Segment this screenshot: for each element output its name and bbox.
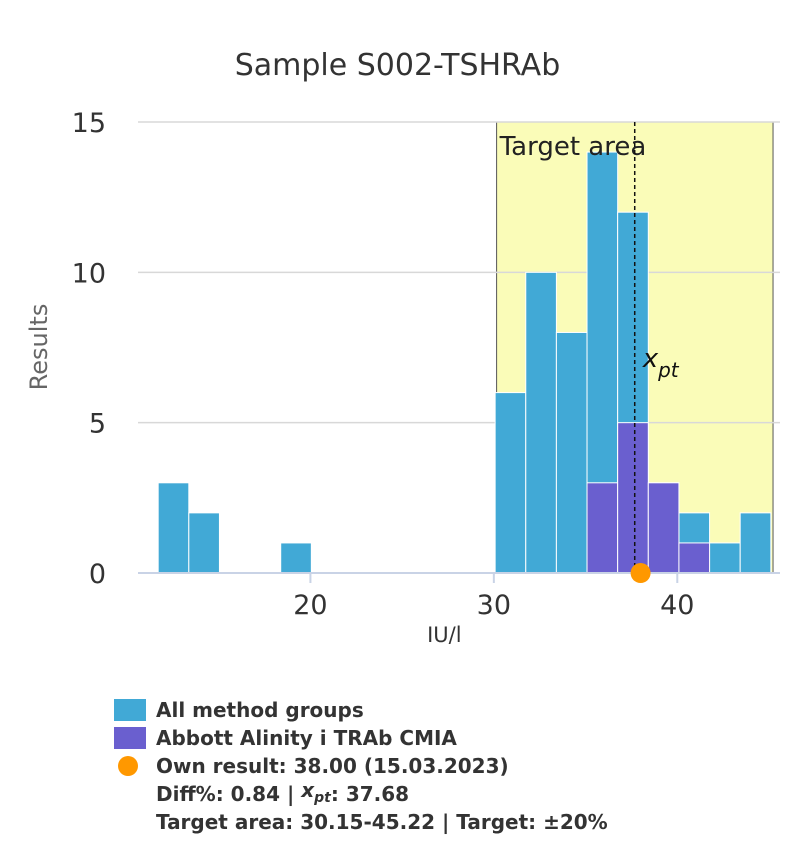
x-axis-title: IU/l	[427, 623, 461, 647]
bar-method-group	[678, 542, 711, 574]
own-result-dot-icon	[118, 756, 138, 776]
xpt-symbol: xpt	[301, 778, 331, 806]
y-tick-label: 15	[72, 108, 106, 139]
x-tick-label: 30	[477, 590, 511, 621]
y-tick-label: 10	[72, 258, 106, 289]
legend-item-all-method-groups[interactable]: All method groups	[114, 696, 608, 724]
xpt-value: : 37.68	[330, 782, 410, 806]
own-result-marker	[630, 563, 651, 583]
diff-text: Diff%: 0.84 |	[156, 782, 302, 806]
x-tick-label: 40	[660, 590, 694, 621]
legend-target-row: Target area: 30.15-45.22 | Target: ±20%	[114, 808, 608, 836]
bar-all-method-groups	[157, 482, 190, 574]
legend-label-own: Own result: 38.00 (15.03.2023)	[156, 754, 509, 778]
x-tick-label: 20	[293, 590, 327, 621]
y-tick-label: 0	[89, 559, 106, 590]
bar-all-method-groups	[494, 392, 527, 574]
legend-item-own-result[interactable]: Own result: 38.00 (15.03.2023)	[114, 752, 608, 780]
chart-title: Sample S002-TSHRAb	[234, 48, 561, 83]
y-tick-label: 5	[89, 409, 106, 440]
legend-label-method: Abbott Alinity i TRAb CMIA	[156, 726, 457, 750]
legend-label-all: All method groups	[156, 698, 364, 722]
method-group-swatch	[114, 727, 146, 749]
legend-diff-row: Diff%: 0.84 | xpt : 37.68	[114, 778, 608, 808]
bar-all-method-groups	[739, 512, 772, 574]
xpt-label: xpt	[642, 344, 680, 382]
bar-method-group	[586, 482, 619, 574]
y-axis-title: Results	[25, 304, 53, 391]
histogram-chart: Target area xpt 0 5 10 15 20 30 40 IU/l Results	[25, 108, 780, 647]
bar-all-method-groups	[188, 512, 220, 574]
bar-all-method-groups	[280, 542, 312, 574]
bar-all-method-groups	[555, 331, 588, 574]
bar-all-method-groups	[709, 542, 741, 574]
bar-method-group	[617, 422, 649, 574]
bar-method-group	[647, 482, 680, 574]
target-area-label: Target area	[499, 132, 647, 162]
legend: All method groups Abbott Alinity i TRAb …	[114, 696, 608, 836]
bar-all-method-groups	[525, 271, 557, 574]
legend-item-method-group[interactable]: Abbott Alinity i TRAb CMIA	[114, 724, 608, 752]
target-text: Target area: 30.15-45.22 | Target: ±20%	[156, 810, 608, 834]
all-method-groups-swatch	[114, 699, 146, 721]
